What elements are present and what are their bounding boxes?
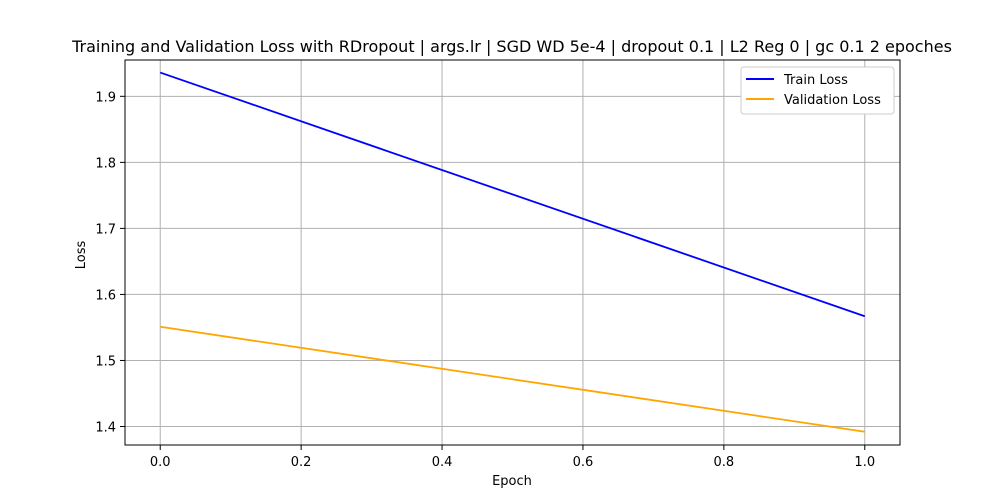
x-tick-label: 0.0 bbox=[150, 455, 171, 470]
grid-layer bbox=[125, 60, 900, 445]
x-tick-label: 1.0 bbox=[854, 455, 875, 470]
y-tick-label: 1.4 bbox=[95, 421, 116, 436]
series-line-train-loss bbox=[159, 71, 866, 318]
series-layer bbox=[159, 71, 866, 433]
x-axis-label: Epoch bbox=[492, 474, 532, 489]
plot-frame bbox=[124, 59, 901, 446]
y-tick-label: 1.6 bbox=[95, 288, 116, 303]
legend-label-train-loss: Train Loss bbox=[783, 73, 848, 88]
y-tick-label: 1.5 bbox=[95, 354, 116, 369]
series-line-validation-loss bbox=[160, 325, 865, 433]
x-tick-label: 0.4 bbox=[432, 455, 453, 470]
ticks-layer: 0.0 0.2 0.4 0.6 0.8 1.0 1.4 1.5 1.6 1.7 1.8 1.9 bbox=[95, 90, 875, 470]
y-tick-label: 1.8 bbox=[95, 156, 116, 171]
legend-label-validation-loss: Validation Loss bbox=[784, 93, 881, 108]
legend: Train Loss Validation Loss bbox=[740, 66, 895, 115]
y-tick-label: 1.9 bbox=[95, 90, 116, 105]
chart-title: Training and Validation Loss with RDropo… bbox=[71, 37, 952, 56]
x-tick-label: 0.8 bbox=[714, 455, 735, 470]
y-tick-label: 1.7 bbox=[95, 222, 116, 237]
x-tick-label: 0.2 bbox=[291, 455, 312, 470]
x-tick-label: 0.6 bbox=[573, 455, 594, 470]
legend-box bbox=[740, 66, 895, 115]
y-axis-label: Loss bbox=[74, 241, 89, 270]
